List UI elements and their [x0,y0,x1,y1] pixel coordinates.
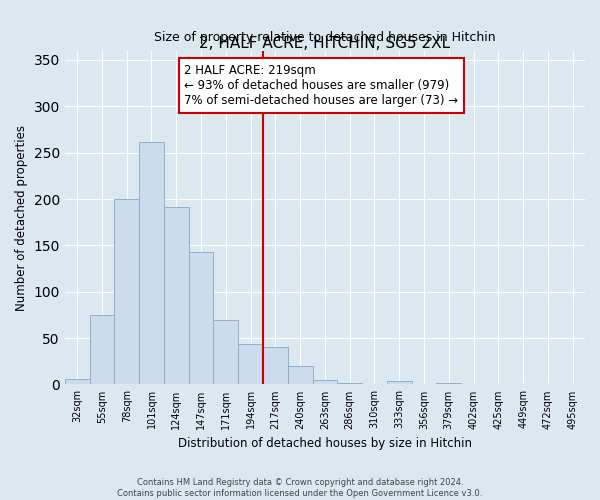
Bar [436,382,461,384]
Bar [214,320,238,384]
Text: Size of property relative to detached houses in Hitchin: Size of property relative to detached ho… [154,31,496,44]
Bar [337,382,362,384]
Bar [115,199,139,384]
Text: Contains HM Land Registry data © Crown copyright and database right 2024.
Contai: Contains HM Land Registry data © Crown c… [118,478,482,498]
Bar [387,380,412,384]
Text: 2 HALF ACRE: 219sqm
← 93% of detached houses are smaller (979)
7% of semi-detach: 2 HALF ACRE: 219sqm ← 93% of detached ho… [184,64,458,107]
Title: 2, HALF ACRE, HITCHIN, SG5 2XL: 2, HALF ACRE, HITCHIN, SG5 2XL [199,36,451,51]
Y-axis label: Number of detached properties: Number of detached properties [15,124,28,310]
Bar [313,380,337,384]
Bar [139,142,164,384]
Bar [164,208,188,384]
Bar [238,344,263,384]
X-axis label: Distribution of detached houses by size in Hitchin: Distribution of detached houses by size … [178,437,472,450]
Bar [288,366,313,384]
Bar [188,252,214,384]
Bar [89,315,115,384]
Bar [263,348,288,385]
Bar [65,379,89,384]
